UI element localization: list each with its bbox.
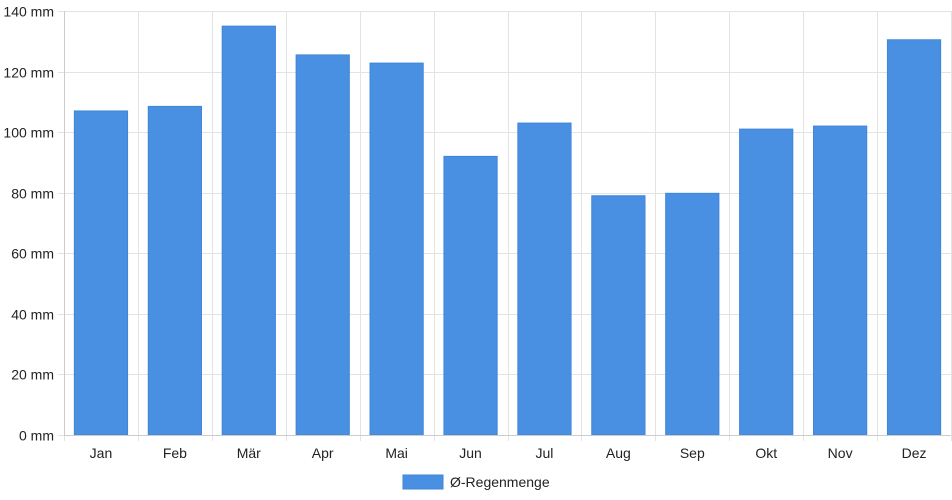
y-tick-label: 100 mm bbox=[3, 125, 54, 141]
y-tick-labels: 0 mm 20 mm 40 mm 60 mm 80 mm 100 mm 120 mm 140 … bbox=[3, 4, 54, 444]
x-tick-label: Jul bbox=[536, 445, 554, 461]
x-tick-label: Sep bbox=[680, 445, 705, 461]
x-tick-label: Mai bbox=[385, 445, 408, 461]
legend: Ø-Regenmenge bbox=[402, 474, 550, 490]
x-tick-label: Dez bbox=[902, 445, 927, 461]
y-tick-label: 0 mm bbox=[19, 428, 54, 444]
y-tick-label: 40 mm bbox=[11, 307, 54, 323]
bar-okt bbox=[739, 128, 794, 436]
y-tick-label: 60 mm bbox=[11, 246, 54, 262]
y-tick-label: 120 mm bbox=[3, 65, 54, 81]
x-tick-label: Mär bbox=[237, 445, 261, 461]
bar-mai bbox=[369, 62, 424, 436]
x-tick-label: Feb bbox=[163, 445, 187, 461]
y-tick-label: 20 mm bbox=[11, 367, 54, 383]
grid-lines bbox=[58, 11, 952, 441]
bar-dez bbox=[886, 39, 942, 436]
bar-apr bbox=[295, 54, 350, 436]
bar-mär bbox=[221, 25, 276, 436]
bar-nov bbox=[813, 125, 868, 436]
y-tick-label: 140 mm bbox=[3, 4, 54, 20]
x-tick-label: Jan bbox=[90, 445, 113, 461]
legend-swatch bbox=[402, 474, 444, 490]
bars bbox=[73, 25, 942, 436]
x-tick-labels: Jan Feb Mär Apr Mai Jun Jul Aug Sep Okt Nov Dez bbox=[90, 445, 927, 461]
bar-aug bbox=[591, 195, 646, 436]
y-tick-label: 80 mm bbox=[11, 186, 54, 202]
bar-jan bbox=[73, 110, 129, 436]
bar-jul bbox=[517, 122, 572, 436]
bar-sep bbox=[665, 192, 720, 436]
x-tick-label: Apr bbox=[312, 445, 334, 461]
legend-label: Ø-Regenmenge bbox=[450, 474, 550, 490]
bar-jun bbox=[443, 155, 498, 436]
x-tick-label: Okt bbox=[755, 445, 777, 461]
x-tick-label: Jun bbox=[459, 445, 482, 461]
x-tick-label: Aug bbox=[606, 445, 631, 461]
x-tick-label: Nov bbox=[828, 445, 853, 461]
bar-feb bbox=[147, 105, 202, 436]
axes bbox=[64, 11, 951, 436]
